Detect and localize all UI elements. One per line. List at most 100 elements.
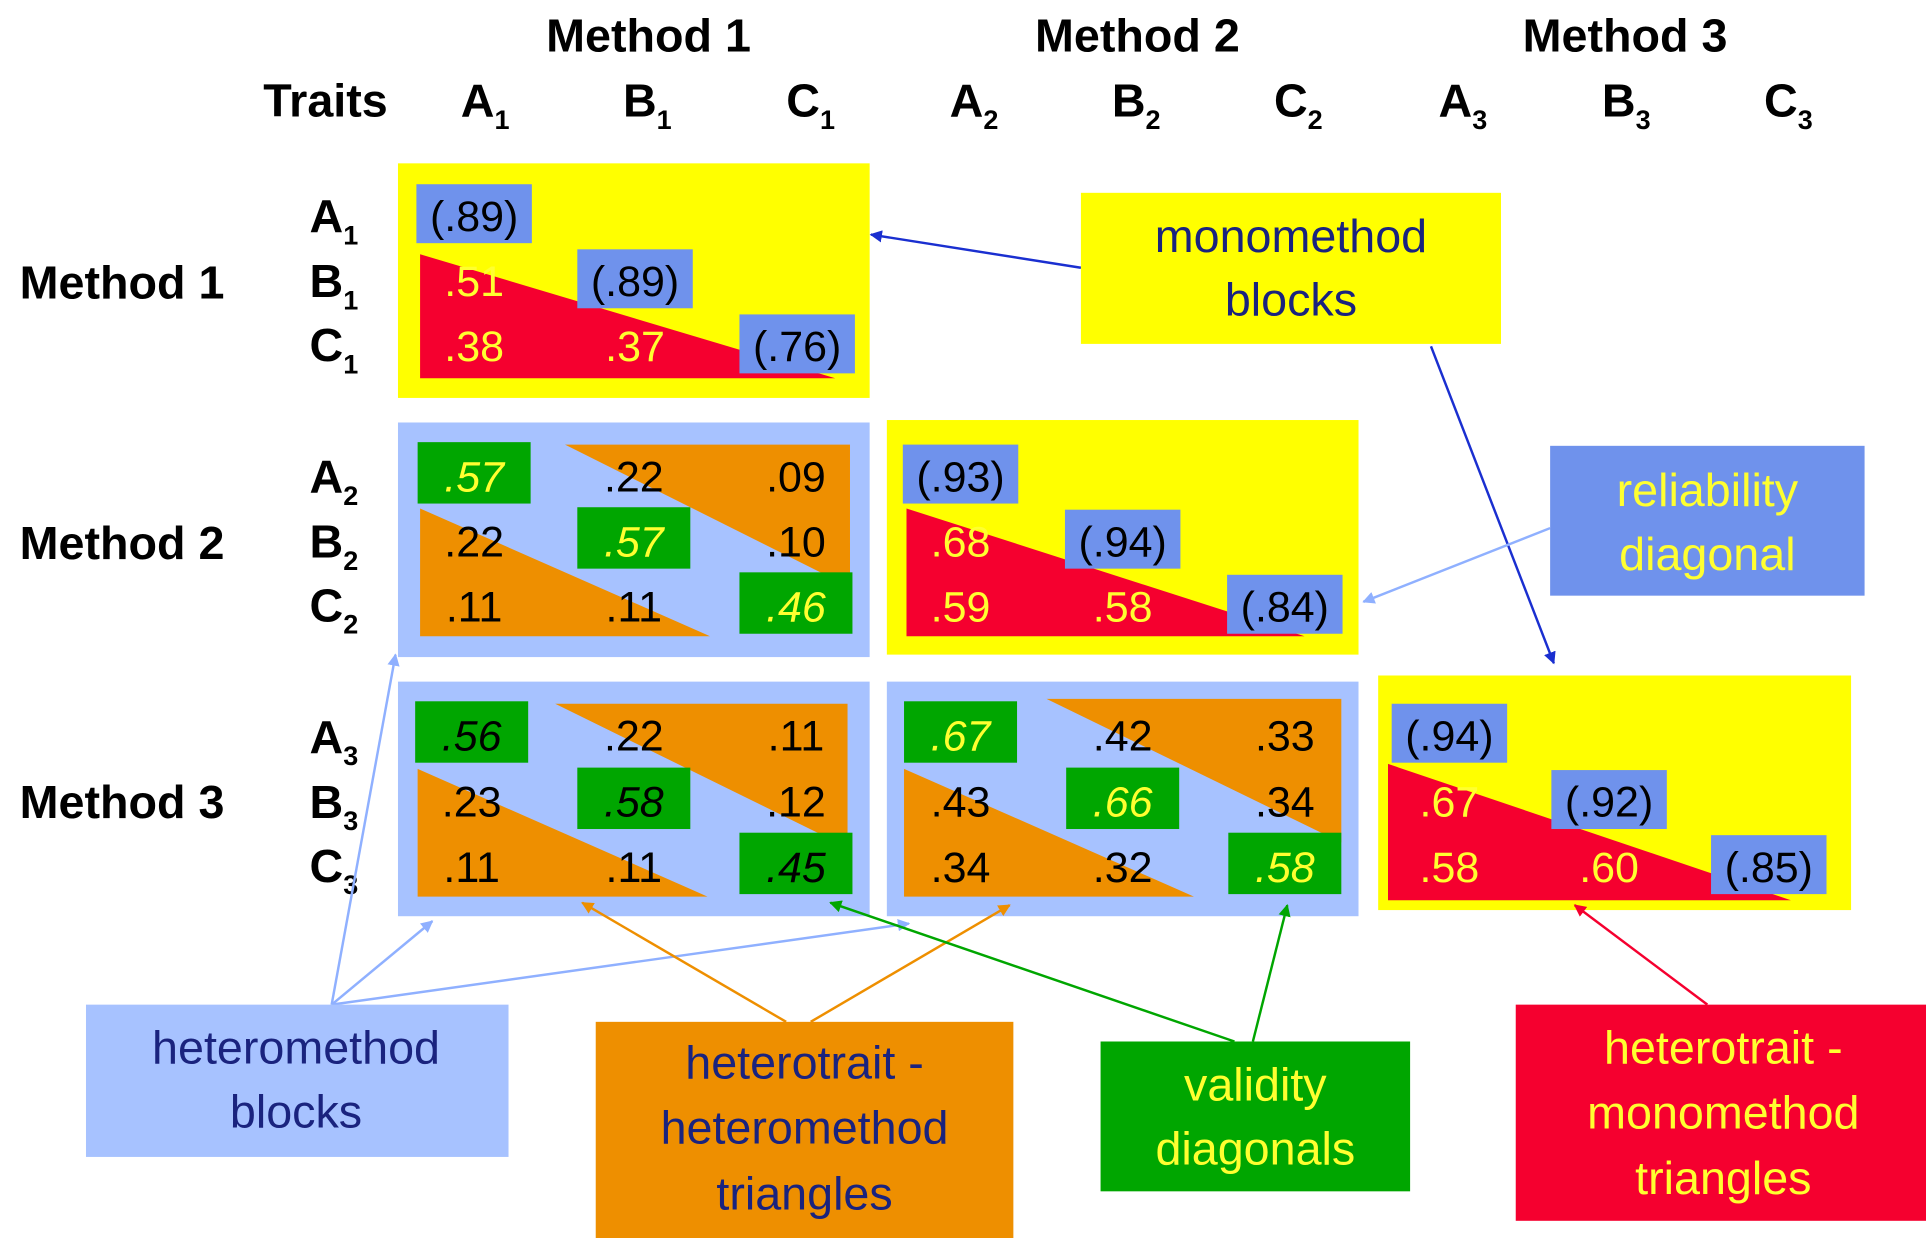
reliability-value: (.89)	[591, 258, 679, 306]
legend-hm-line2: monomethod	[1587, 1087, 1859, 1139]
validity-cell-bg	[577, 507, 691, 569]
legend-reliability-box	[1550, 445, 1865, 596]
hh-value: .11	[606, 583, 663, 631]
legend-validity-line2: diagonals	[1155, 1122, 1355, 1174]
legend-validity-line1: validity	[1184, 1058, 1327, 1110]
reliability-value: (.85)	[1725, 844, 1813, 892]
validity-cell-bg	[417, 442, 531, 504]
monomethod-block-m2: (.93) (.94) (.84) .68 .59 .58	[886, 420, 1359, 655]
legend-monomethod-box	[1080, 192, 1502, 344]
legend-hm-triangles: heterotrait - monomethod triangles	[1515, 1004, 1926, 1221]
hh-value: .34	[1255, 779, 1315, 827]
legend-monomethod-line2: blocks	[1225, 274, 1357, 326]
arrow-monomethod	[869, 230, 1082, 269]
legend-heteromethod-line1: heteromethod	[152, 1022, 440, 1074]
column-header-a2: A2	[950, 75, 999, 135]
validity-value: .67	[931, 712, 993, 760]
validity-value: .66	[1093, 779, 1153, 827]
hh-value: .22	[444, 518, 504, 566]
method-header-2: Method 2	[1035, 10, 1240, 62]
hm-value: .68	[931, 518, 991, 566]
method-row-label-1: Method 1	[20, 256, 225, 308]
legend-hh-line1: heterotrait -	[685, 1036, 924, 1088]
legend-hm-line3: triangles	[1635, 1152, 1811, 1204]
row-header-a3: A3	[310, 711, 359, 771]
column-header-b2: B2	[1112, 75, 1161, 135]
validity-value: .45	[766, 844, 826, 892]
validity-cell-bg	[739, 832, 853, 895]
hh-value: .09	[766, 453, 826, 501]
hm-value: .67	[1420, 779, 1480, 827]
arrow-reliability	[1362, 526, 1551, 604]
row-header-b1: B1	[310, 255, 359, 315]
legend-hh-line2: heteromethod	[661, 1101, 949, 1153]
monomethod-block-m1: (.89) (.89) (.76) .51 .38 .37	[397, 163, 870, 398]
heteromethod-block-h32: .67 .42 .33 .43 .66 .34 .34 .32 .58	[886, 681, 1359, 917]
arrow-hh-triangles-1	[581, 901, 787, 1023]
validity-cell-bg	[577, 767, 691, 830]
reliability-value: (.84)	[1241, 583, 1329, 631]
arrow-hh-triangles-2	[810, 904, 1011, 1023]
reliability-value: (.94)	[1405, 712, 1493, 760]
hh-value: .42	[1093, 712, 1153, 760]
hh-value: .11	[446, 583, 503, 631]
row-header-c1: C1	[310, 319, 359, 379]
hh-value: .22	[604, 453, 664, 501]
arrow-heteromethod-1	[330, 653, 400, 1005]
legend-hh-line3: triangles	[716, 1168, 892, 1220]
hh-value: .23	[442, 779, 502, 827]
reliability-cell-bg	[1391, 703, 1508, 763]
legend-hm-line1: heterotrait -	[1604, 1022, 1843, 1074]
hh-lower-triangle	[420, 508, 710, 637]
hm-value: .58	[1420, 844, 1480, 892]
arrow-heteromethod-3	[331, 919, 911, 1006]
legend-hh-triangles-box	[595, 1021, 1014, 1238]
row-header-c2: C2	[310, 579, 359, 639]
reliability-cell-bg	[739, 314, 855, 374]
hh-value: .33	[1255, 712, 1315, 760]
hm-value: .51	[444, 258, 504, 306]
reliability-cell-bg	[902, 444, 1019, 504]
column-header-c2: C2	[1274, 75, 1323, 135]
hm-value: .58	[1093, 583, 1153, 631]
hh-value: .10	[766, 518, 826, 566]
column-header-a3: A3	[1439, 75, 1488, 135]
row-header-a1: A1	[310, 190, 359, 250]
legend-monomethod-line1: monomethod	[1155, 210, 1427, 262]
hm-value: .37	[605, 323, 665, 371]
column-header-b3: B3	[1602, 75, 1651, 135]
hm-value: .59	[931, 583, 991, 631]
hm-value: .38	[444, 323, 504, 371]
validity-cell-bg	[1228, 832, 1342, 895]
reliability-cell-bg	[1551, 770, 1667, 830]
matrix-blocks: (.89) (.89) (.76) .51 .38 .37 (.93) (.94) (.84).…	[397, 163, 1852, 917]
reliability-cell-bg	[1227, 574, 1343, 634]
column-header-a1: A1	[461, 75, 510, 135]
hh-value: .43	[931, 779, 991, 827]
legend-heteromethod-blocks: heteromethod blocks	[85, 1004, 509, 1157]
heteromethod-block-h21: .57 .22 .09 .22 .57 .10 .11 .11 .46	[397, 422, 870, 658]
legend-hh-triangles: heterotrait - heteromethod triangles	[595, 1021, 1014, 1238]
hh-value: .12	[766, 779, 826, 827]
reliability-value: (.93)	[916, 453, 1004, 501]
heterotrait-monomethod-triangle	[420, 254, 836, 379]
method-header-1: Method 1	[546, 10, 751, 62]
legend-hm-triangles-box	[1515, 1004, 1926, 1221]
validity-value: .58	[604, 779, 664, 827]
column-header-c1: C1	[786, 75, 835, 135]
validity-cell-bg	[415, 701, 529, 763]
reliability-value: (.92)	[1565, 779, 1653, 827]
reliability-cell-bg	[416, 184, 532, 244]
legend-reliability-line2: diagonal	[1619, 528, 1795, 580]
arrow-hm-triangles	[1573, 904, 1709, 1006]
legend-heteromethod-box	[85, 1004, 509, 1157]
method-header-3: Method 3	[1523, 10, 1728, 62]
hh-value: .32	[1093, 844, 1153, 892]
validity-value: .57	[604, 518, 666, 566]
hh-upper-triangle	[1046, 698, 1342, 843]
hh-value: .11	[606, 844, 663, 892]
heteromethod-block-h31: .56 .22 .11 .23 .58 .12 .11 .11 .45	[397, 681, 870, 917]
validity-value: .57	[444, 453, 506, 501]
